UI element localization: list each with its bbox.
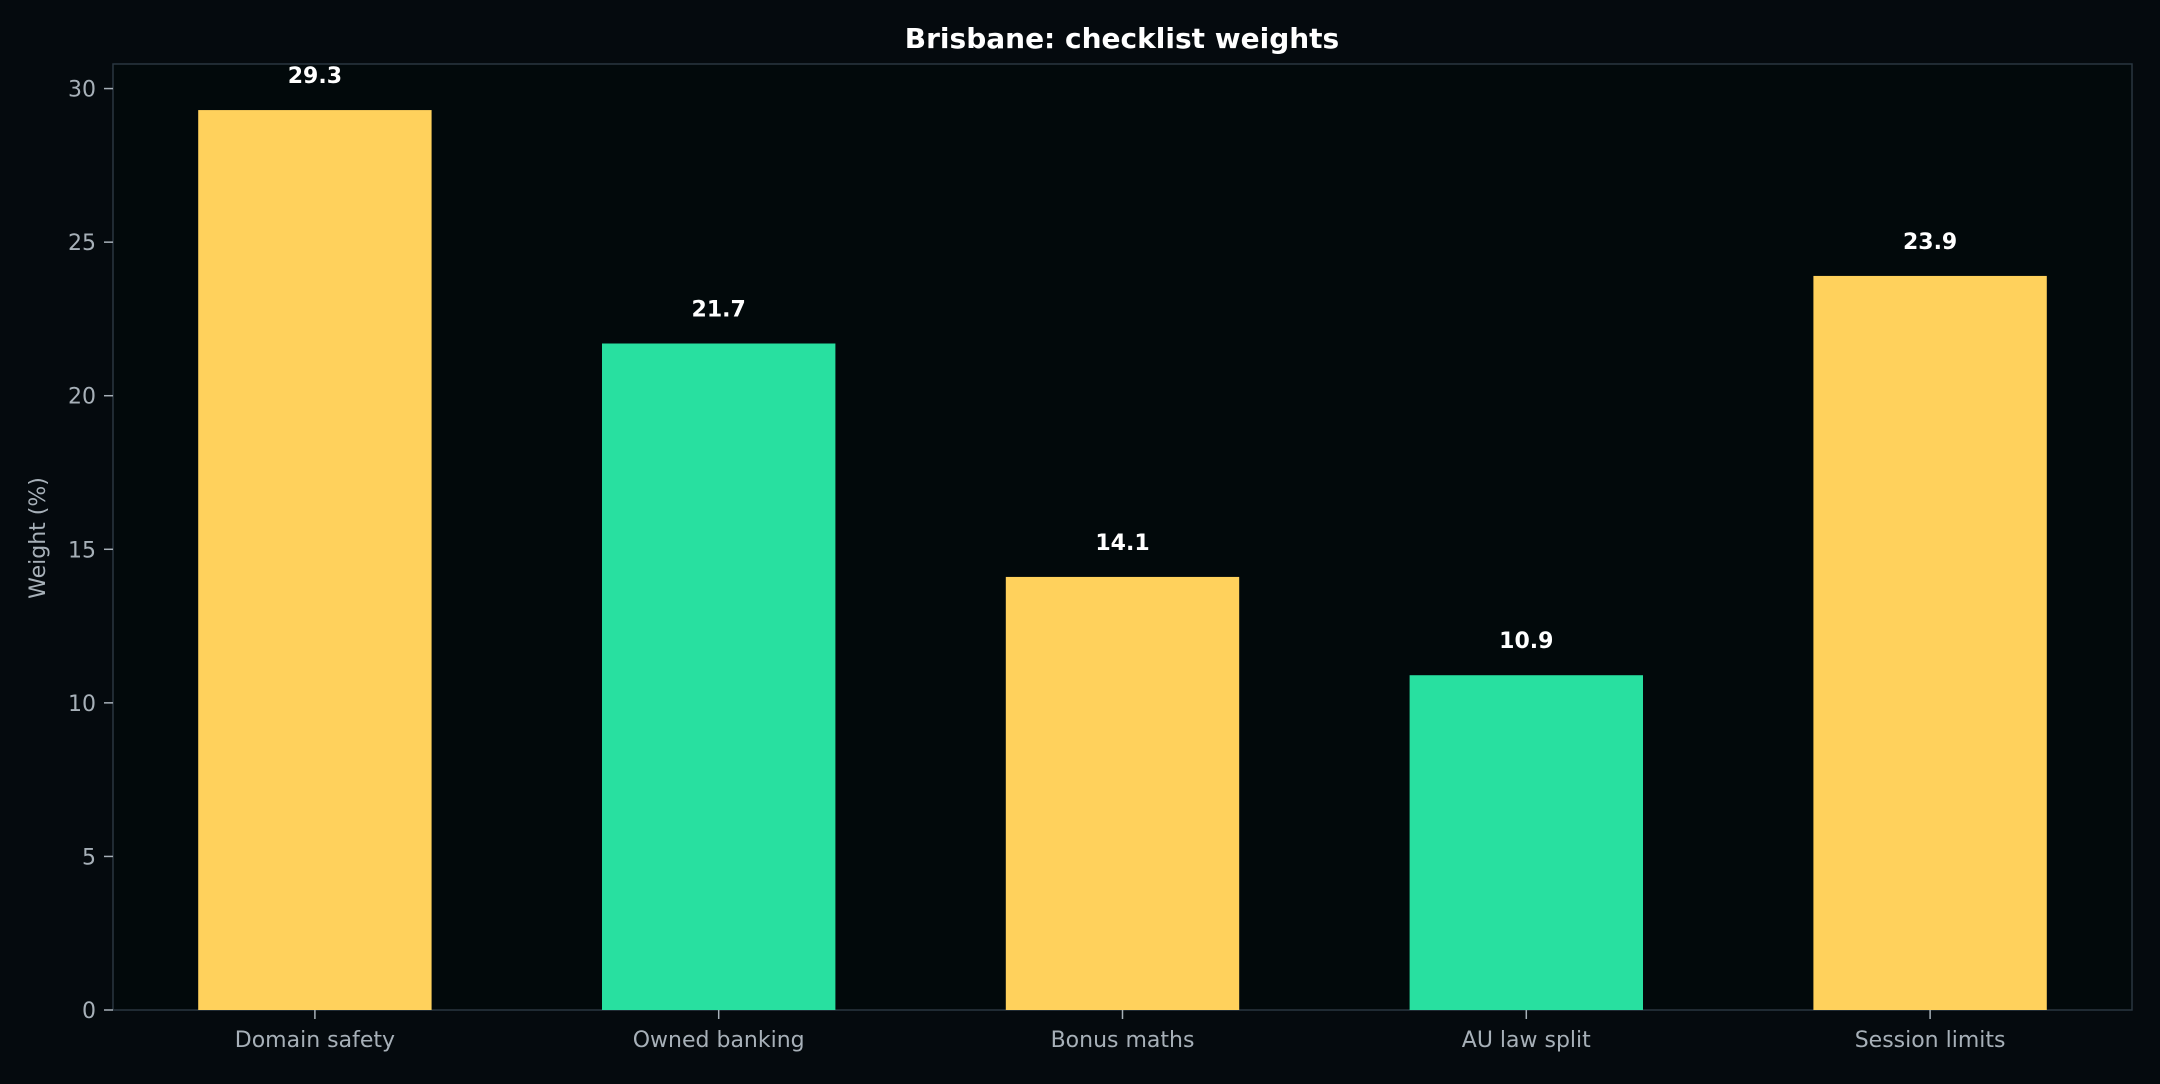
data-labels-group: 29.3 21.7 14.1 10.9 23.9 [288,64,1957,654]
y-tick-label: 10 [68,692,96,717]
y-axis-label: Weight (%) [26,477,51,599]
bar [1005,576,1240,1010]
bar [1813,275,2047,1010]
bar [198,110,432,1011]
y-axis: 0 5 10 15 20 25 30 [68,78,113,1024]
x-axis: Domain safety Owned banking Bonus maths AU … [235,1010,2006,1053]
bar-value-label: 10.9 [1499,629,1553,654]
y-tick-label: 0 [82,999,96,1024]
bar-value-label: 21.7 [692,298,746,323]
x-tick-label: Domain safety [235,1028,395,1053]
y-tick-label: 20 [68,385,96,410]
y-tick-label: 25 [68,231,96,256]
bar [602,343,836,1010]
bar-value-label: 14.1 [1095,531,1149,556]
y-tick-label: 30 [68,78,96,103]
x-tick-label: Session limits [1855,1028,2006,1053]
bars-group [198,110,2047,1011]
chart-title: Brisbane: checklist weights [905,22,1339,55]
bar-value-label: 23.9 [1903,230,1957,255]
x-tick-label: Owned banking [633,1028,805,1053]
bar [1409,675,1643,1010]
y-tick-label: 5 [82,845,96,870]
y-tick-label: 15 [68,538,96,563]
x-tick-label: AU law split [1462,1028,1591,1053]
bar-value-label: 29.3 [288,64,342,89]
x-tick-label: Bonus maths [1051,1028,1195,1053]
